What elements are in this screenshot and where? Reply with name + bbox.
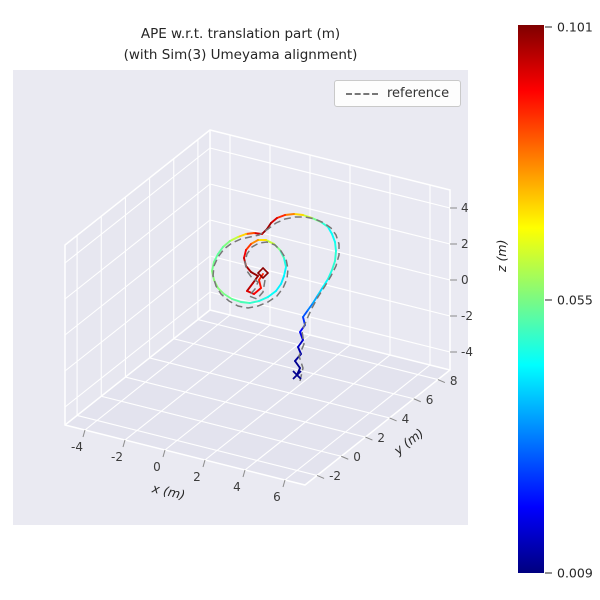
reference-dashed-line-icon xyxy=(346,92,378,95)
colorbar-tick-mark xyxy=(545,572,552,574)
legend: reference xyxy=(334,80,462,107)
colorbar-tick-label: 0.055 xyxy=(557,292,593,308)
plot-title-line1: APE w.r.t. translation part (m) xyxy=(140,26,341,42)
colorbar-tick-label: 0.009 xyxy=(557,565,593,581)
colorbar xyxy=(518,25,544,573)
plot-title-line2: (with Sim(3) Umeyama alignment) xyxy=(123,46,358,63)
colorbar-tick-max: 0.101 xyxy=(545,20,593,35)
colorbar-tick-mark xyxy=(545,299,552,301)
colorbar-tick-min: 0.009 xyxy=(545,566,593,581)
legend-label-reference: reference xyxy=(387,86,450,101)
colorbar-tick-label: 0.101 xyxy=(557,19,593,35)
colorbar-tick-mid: 0.055 xyxy=(545,293,593,308)
colorbar-tick-mark xyxy=(545,26,552,28)
z-axis-label: z (m) xyxy=(494,239,509,272)
plot-title: APE w.r.t. translation part (m) (with Si… xyxy=(13,24,468,66)
